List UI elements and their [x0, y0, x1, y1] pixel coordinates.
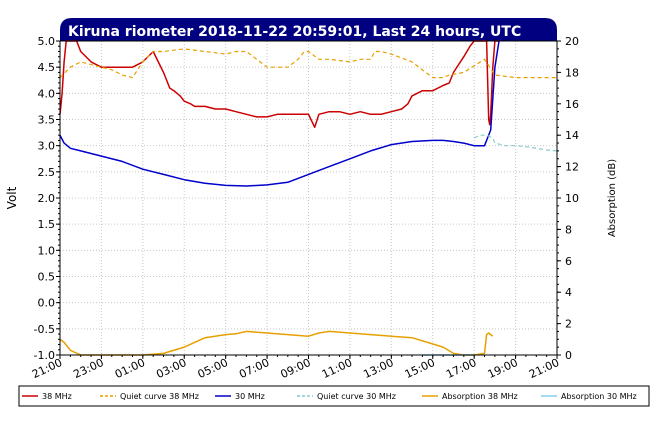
- y-tick-label: 0.0: [38, 297, 56, 310]
- title-banner: Kiruna riometer 2018-11-22 20:59:01, Las…: [60, 18, 557, 41]
- x-tick-label: 23:00: [71, 356, 105, 381]
- x-axis-ticks: 21:00 23:00 01:00 03:00 05:00 07:00 09:00 11:00…: [30, 355, 561, 381]
- y-tick-label: 3.0: [38, 140, 56, 153]
- y2-tick-label: 18: [565, 66, 579, 79]
- x-tick-label: 21:00: [527, 356, 561, 381]
- x-tick-label: 07:00: [237, 356, 271, 381]
- legend: 38 MHz Quiet curve 38 MHz 30 MHz Quiet curv…: [22, 392, 637, 401]
- series-line-1: [59, 48, 557, 79]
- y2-tick-label: 20: [565, 35, 579, 48]
- y2-tick-label: 16: [565, 98, 579, 111]
- y-tick-label: 0.5: [38, 271, 56, 284]
- legend-box: [18, 385, 650, 407]
- x-tick-label: 17:00: [444, 356, 478, 381]
- y-axis-title: Volt: [5, 186, 19, 209]
- y-tick-label: 4.5: [38, 61, 56, 74]
- series-line-0: [59, 40, 499, 129]
- legend-label: Quiet curve 38 MHz: [120, 392, 199, 401]
- y-tick-label: 1.0: [38, 244, 56, 257]
- y2-tick-label: 12: [565, 161, 579, 174]
- y2-tick-label: 10: [565, 192, 579, 205]
- y-tick-label: 5.0: [38, 35, 56, 48]
- series-line-3: [473, 134, 558, 152]
- y-axis-ticks: 5.0 4.5 4.0 3.5 3.0 2.5 2.0 1.5 1.0 0.5 0.0 -0.5 -1.…: [34, 35, 60, 362]
- y2-tick-label: 6: [565, 255, 572, 268]
- y2-tick-label: 14: [565, 129, 579, 142]
- legend-label: 30 MHz: [235, 392, 265, 401]
- x-tick-label: 09:00: [279, 356, 313, 381]
- y-tick-label: 2.0: [38, 192, 56, 205]
- y-tick-label: -1.0: [34, 349, 55, 362]
- y-tick-label: 2.5: [38, 166, 56, 179]
- x-tick-label: 05:00: [196, 356, 230, 381]
- legend-label: 38 MHz: [42, 392, 72, 401]
- y-tick-label: 3.5: [38, 114, 56, 127]
- y2-tick-label: 2: [565, 318, 572, 331]
- x-tick-label: 15:00: [403, 356, 437, 381]
- series-line-2: [59, 40, 500, 187]
- y2-tick-label: 8: [565, 223, 572, 236]
- y2-axis-title: Absorption (dB): [607, 159, 618, 237]
- y-tick-label: 4.0: [38, 87, 56, 100]
- title-banner-shape: [60, 18, 557, 41]
- y2-tick-label: 4: [565, 286, 572, 299]
- x-tick-label: 03:00: [154, 356, 188, 381]
- legend-label: Absorption 30 MHz: [561, 392, 637, 401]
- x-tick-label: 11:00: [320, 356, 354, 381]
- x-tick-label: 13:00: [361, 356, 395, 381]
- y-tick-label: -0.5: [34, 323, 55, 336]
- y-tick-label: 1.5: [38, 218, 56, 231]
- y2-tick-label: 0: [565, 349, 572, 362]
- x-tick-label: 19:00: [486, 356, 520, 381]
- chart-title: Kiruna riometer 2018-11-22 20:59:01, Las…: [68, 24, 521, 40]
- x-tick-label: 01:00: [113, 356, 147, 381]
- legend-label: Quiet curve 30 MHz: [317, 392, 396, 401]
- legend-label: Absorption 38 MHz: [442, 392, 518, 401]
